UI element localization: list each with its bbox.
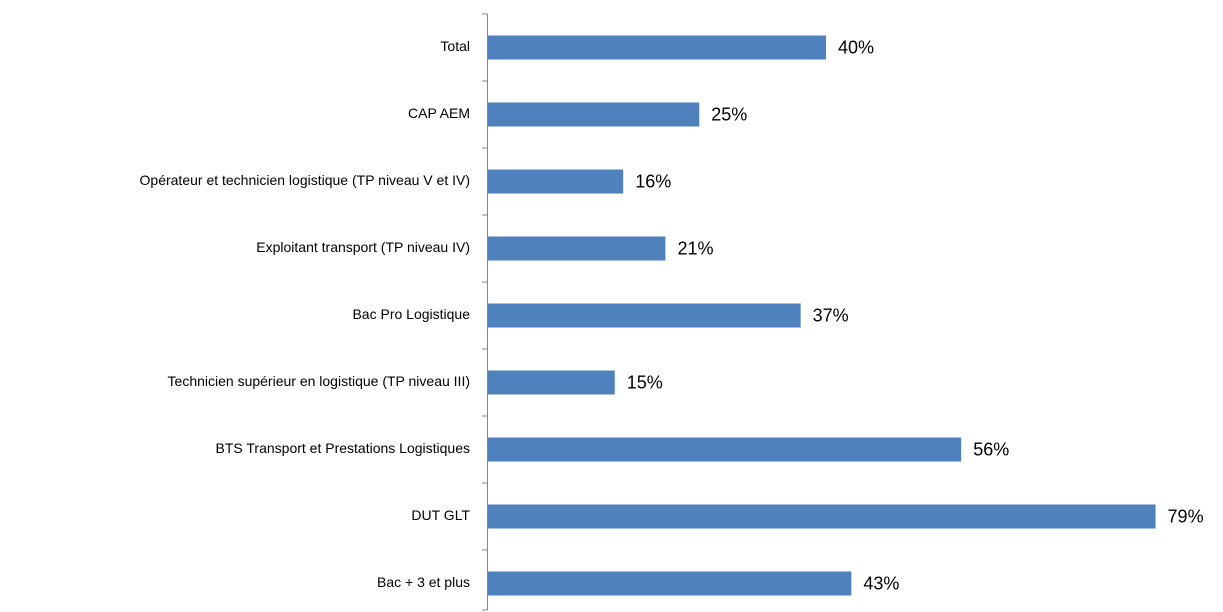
category-label: Bac + 3 et plus — [377, 574, 470, 590]
bar — [488, 370, 615, 395]
bar — [488, 303, 801, 328]
data-label: 15% — [627, 372, 663, 392]
category-label: CAP AEM — [408, 105, 470, 121]
data-label: 37% — [813, 305, 849, 325]
bar — [488, 571, 852, 596]
bar — [488, 102, 700, 127]
data-label: 25% — [711, 104, 747, 124]
data-label: 43% — [863, 573, 899, 593]
data-label: 56% — [973, 439, 1009, 459]
data-label: 40% — [838, 37, 874, 57]
category-label: BTS Transport et Prestations Logistiques — [216, 440, 470, 456]
category-label: Total — [440, 38, 470, 54]
data-label: 21% — [677, 238, 713, 258]
category-label: Opérateur et technicien logistique (TP n… — [140, 172, 470, 188]
bar — [488, 35, 826, 60]
category-label: DUT GLT — [411, 507, 470, 523]
bar — [488, 504, 1156, 529]
bar — [488, 236, 666, 261]
category-label: Technicien supérieur en logistique (TP n… — [168, 373, 470, 389]
bar — [488, 437, 962, 462]
data-label: 79% — [1168, 506, 1204, 526]
category-label: Exploitant transport (TP niveau IV) — [256, 239, 470, 255]
data-label: 16% — [635, 171, 671, 191]
category-label: Bac Pro Logistique — [352, 306, 470, 322]
bar — [488, 169, 624, 194]
